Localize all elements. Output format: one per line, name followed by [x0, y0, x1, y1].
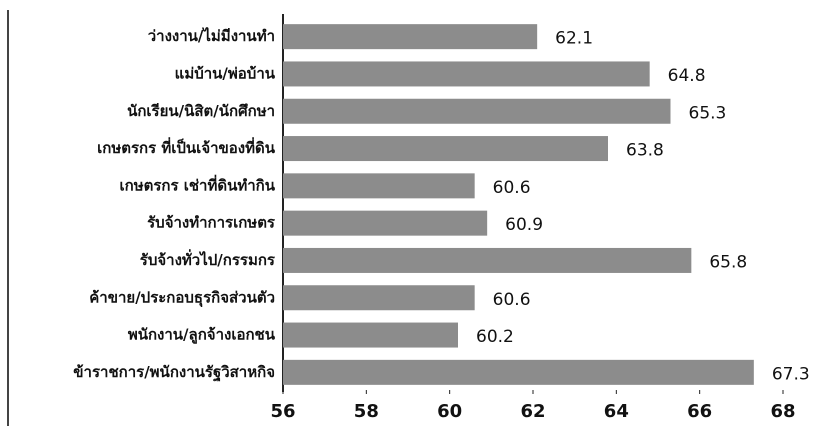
- category-label: เกษตรกร ที่เป็นเจ้าของที่ดิน: [97, 137, 276, 157]
- category-label: ข้าราชการ/พนักงานรัฐวิสาหกิจ: [73, 363, 275, 382]
- category-label: ว่างงาน/ไม่มีงานทำ: [148, 26, 275, 45]
- category-label: รับจ้างทำการเกษตร: [147, 214, 276, 232]
- category-label: นักเรียน/นิสิต/นักศึกษา: [127, 102, 275, 120]
- bar: [283, 24, 537, 49]
- value-label: 60.6: [493, 290, 531, 310]
- bar: [283, 211, 487, 236]
- value-label: 64.8: [668, 66, 706, 86]
- category-label: ค้าขาย/ประกอบธุรกิจส่วนตัว: [89, 288, 275, 307]
- bar: [283, 248, 691, 273]
- bar: [283, 136, 608, 161]
- bar: [283, 323, 458, 348]
- bar: [283, 173, 475, 198]
- value-label: 67.3: [772, 364, 810, 384]
- value-label: 65.3: [689, 103, 727, 123]
- x-tick-label: 68: [770, 401, 795, 422]
- value-label: 60.2: [476, 327, 514, 347]
- value-label: 60.6: [493, 178, 531, 198]
- value-label: 60.9: [505, 215, 543, 235]
- x-tick-label: 64: [604, 401, 629, 422]
- x-tick-label: 62: [520, 401, 545, 422]
- chart: 56 58 60 62 64 66 68 ว่างงาน/ไม่มีงานทำ 62.1 แม่บ…: [0, 0, 822, 426]
- value-label: 65.8: [709, 252, 747, 272]
- bar: [283, 285, 475, 310]
- x-tick-label: 56: [270, 401, 295, 422]
- category-label: รับจ้างทั่วไป/กรรมกร: [140, 249, 276, 269]
- category-label: เกษตรกร เช่าที่ดินทำกิน: [119, 174, 275, 194]
- x-tick-label: 66: [687, 401, 712, 422]
- bar: [283, 360, 754, 385]
- value-label: 63.8: [626, 141, 664, 161]
- x-tick-label: 58: [354, 401, 379, 422]
- bar: [283, 61, 650, 86]
- category-label: พนักงาน/ลูกจ้างเอกชน: [128, 326, 276, 345]
- bar: [283, 99, 671, 124]
- value-label: 62.1: [555, 29, 593, 49]
- category-label: แม่บ้าน/พ่อบ้าน: [175, 64, 276, 82]
- x-tick-label: 60: [437, 401, 462, 422]
